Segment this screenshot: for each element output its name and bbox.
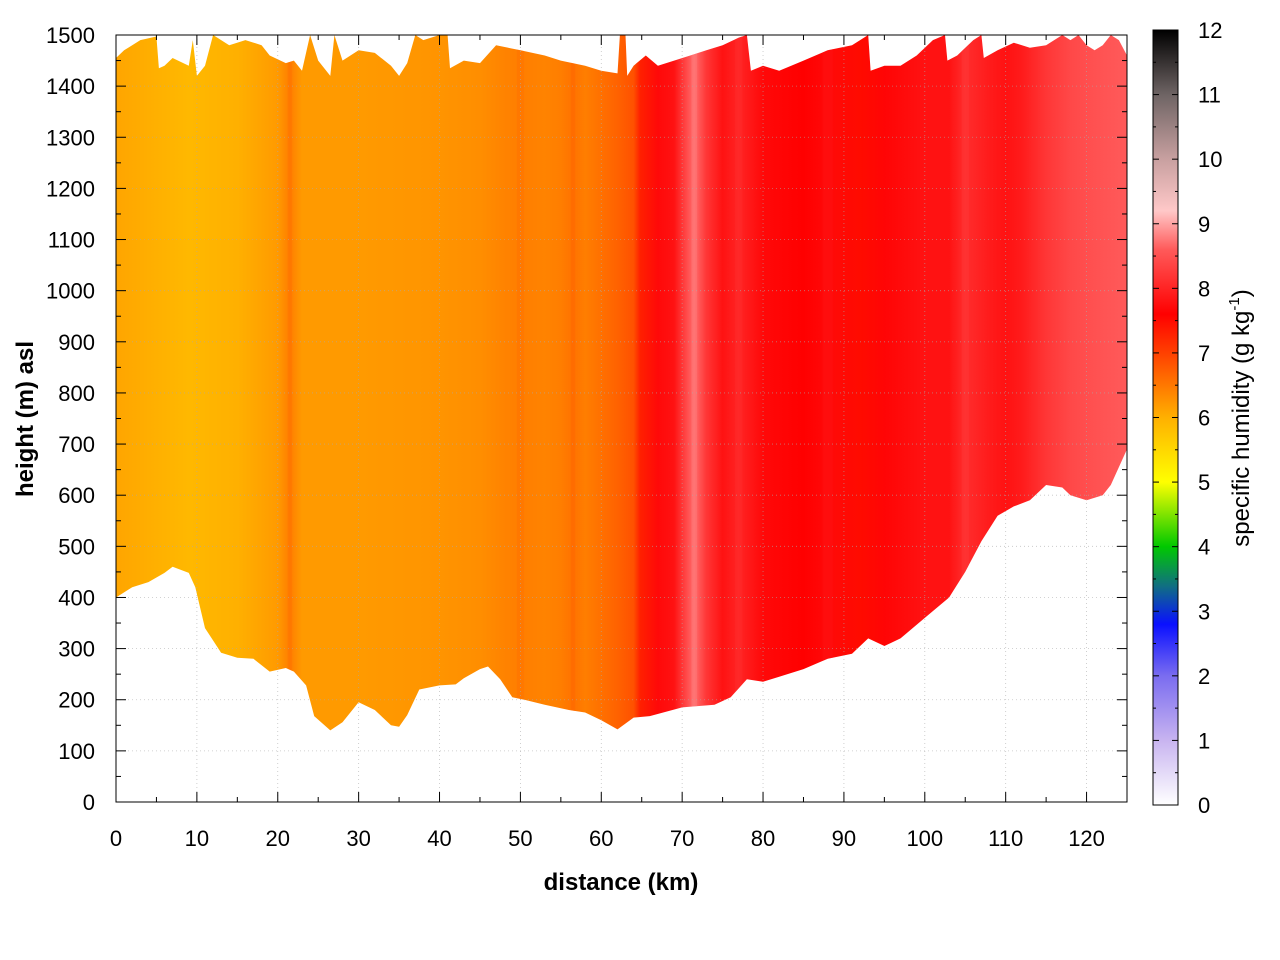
x-tick-label: 20 <box>266 826 290 851</box>
colorbar-tick-label: 7 <box>1198 341 1210 366</box>
streak <box>287 35 293 731</box>
y-tick-label: 600 <box>58 483 95 508</box>
y-tick-label: 300 <box>58 637 95 662</box>
y-tick-label: 1300 <box>46 125 95 150</box>
colorbar-tick-label: 0 <box>1198 793 1210 818</box>
grid-lines <box>116 35 1127 802</box>
y-tick-label: 1400 <box>46 74 95 99</box>
streak <box>516 35 525 731</box>
colorbar-tick-label: 4 <box>1198 535 1210 560</box>
x-axis: 0 10 20 30 40 50 60 70 80 90 100 110 120 <box>110 35 1105 851</box>
colorbar-tick-label: 10 <box>1198 147 1222 172</box>
y-tick-label: 700 <box>58 432 95 457</box>
streak <box>961 35 969 731</box>
x-tick-label: 60 <box>589 826 613 851</box>
x-tick-label: 70 <box>670 826 694 851</box>
x-tick-label: 110 <box>988 826 1023 851</box>
streak <box>570 35 576 731</box>
x-tick-label: 80 <box>751 826 775 851</box>
colorbar-tick-label: 8 <box>1198 276 1210 301</box>
y-axis-title: height (m) asl <box>12 341 39 497</box>
colorbar-tick-label: 2 <box>1198 664 1210 689</box>
humidity-streaks <box>287 35 969 731</box>
colorbar-tick-label: 3 <box>1198 599 1210 624</box>
y-tick-label: 900 <box>58 330 95 355</box>
colorbar-tick-label: 5 <box>1198 470 1210 495</box>
colorbar-tick-label: 12 <box>1198 18 1222 43</box>
y-tick-label: 800 <box>58 381 95 406</box>
streak <box>691 35 698 731</box>
colorbar-tick-label: 1 <box>1198 728 1210 753</box>
colorbar-title-main: specific humidity (g kg <box>1228 311 1255 547</box>
colorbar-title-sup: -1 <box>1226 297 1243 310</box>
colorbar-tick-label: 6 <box>1198 406 1210 431</box>
y-tick-label: 1100 <box>48 228 95 253</box>
y-tick-label: 200 <box>58 688 95 713</box>
x-tick-label: 120 <box>1068 826 1105 851</box>
colorbar-tick-label: 11 <box>1198 83 1221 108</box>
y-tick-label: 500 <box>58 534 95 559</box>
x-tick-label: 90 <box>832 826 856 851</box>
y-tick-label: 1000 <box>46 279 95 304</box>
x-axis-title: distance (km) <box>544 869 699 896</box>
y-axis: 0 100 200 300 400 500 600 700 800 900 1000 1100 1200… <box>46 23 1127 815</box>
colorbar-title: specific humidity (g kg-1) <box>1226 289 1255 546</box>
x-tick-label: 30 <box>346 826 370 851</box>
x-tick-label: 100 <box>906 826 943 851</box>
y-tick-label: 0 <box>83 790 95 815</box>
x-tick-label: 10 <box>185 826 209 851</box>
streak <box>822 35 833 731</box>
plot-area: 0 10 20 30 40 50 60 70 80 90 100 110 120 0 100 200 300 4… <box>46 23 1128 851</box>
colorbar-title-end: ) <box>1228 289 1255 297</box>
y-tick-label: 100 <box>58 739 95 764</box>
x-tick-label: 0 <box>110 826 122 851</box>
humidity-field <box>116 35 1127 731</box>
x-tick-label: 40 <box>427 826 451 851</box>
streak <box>735 35 743 731</box>
y-tick-label: 1200 <box>46 176 95 201</box>
y-tick-label: 1500 <box>46 23 95 48</box>
colorbar-tick-label: 9 <box>1198 212 1210 237</box>
x-tick-label: 50 <box>508 826 532 851</box>
y-tick-label: 400 <box>58 585 95 610</box>
